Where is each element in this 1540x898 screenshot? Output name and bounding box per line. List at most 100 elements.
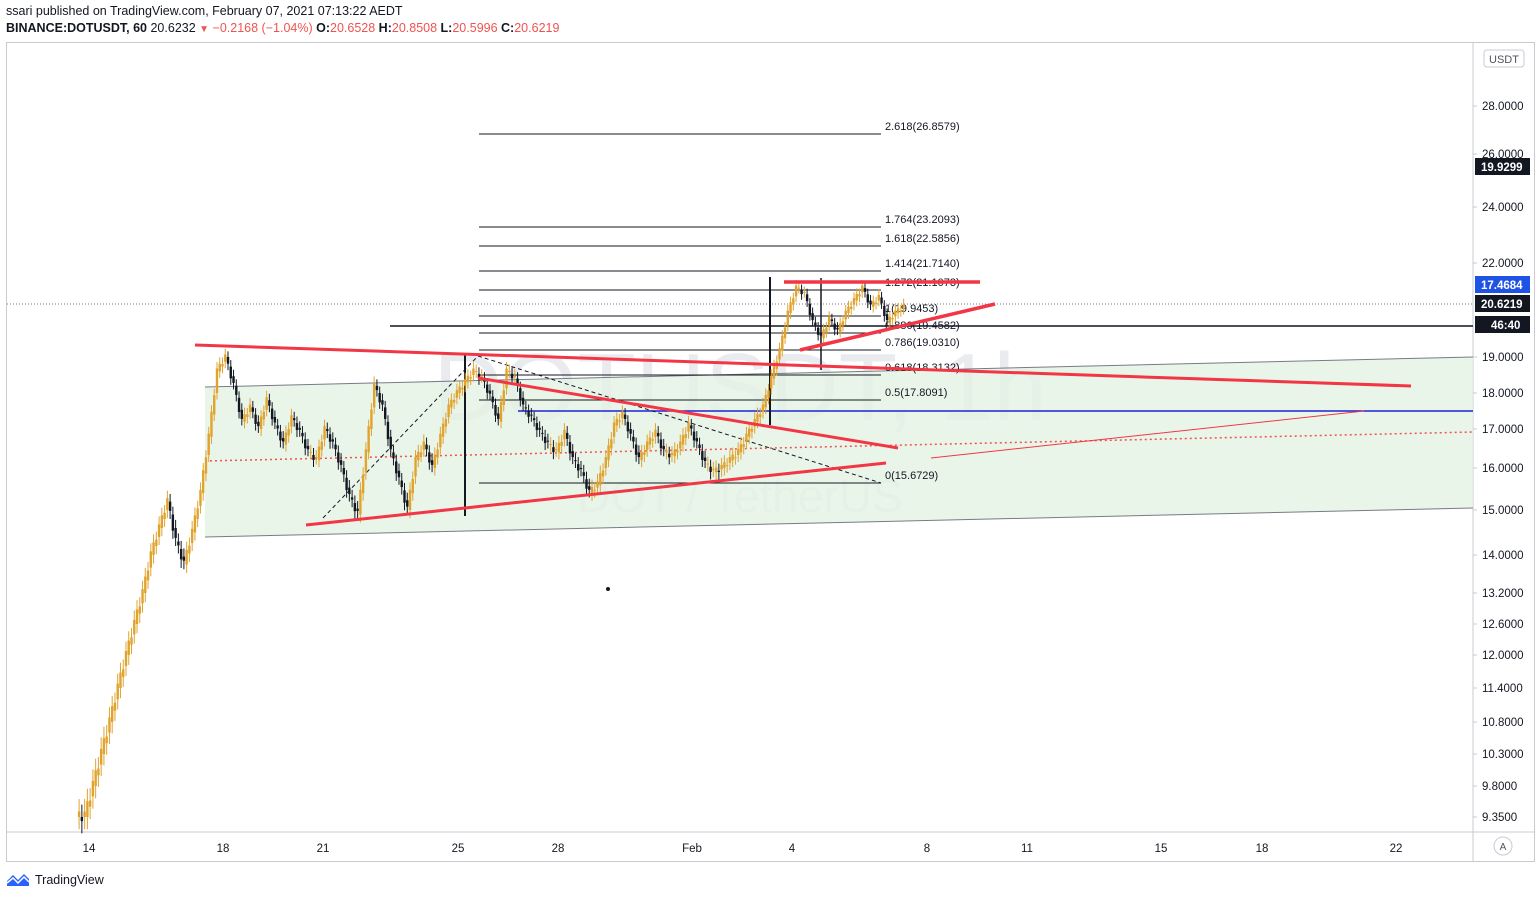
candle-body [521, 397, 525, 405]
candle-body [301, 432, 304, 437]
candle-body [684, 433, 687, 439]
candle-body [706, 463, 710, 465]
candle-body [190, 528, 194, 543]
candle-body [872, 301, 875, 307]
candle-body [618, 420, 621, 422]
candle-body [497, 413, 500, 419]
price-tag-label: 19.9299 [1481, 162, 1523, 174]
candle-body [565, 432, 569, 439]
y-tick-label: 22.0000 [1482, 258, 1524, 270]
candle-body [455, 390, 459, 398]
chart-frame[interactable] [6, 42, 1535, 862]
candle-body [588, 486, 591, 490]
tradingview-logo-icon [6, 874, 30, 886]
candle-body [690, 425, 693, 429]
candle-body [171, 514, 175, 531]
candle-body [725, 465, 729, 467]
candle-body [863, 288, 867, 292]
down-triangle-icon: ▼ [199, 24, 210, 35]
candle-body [400, 480, 403, 488]
candle-body [610, 439, 613, 449]
y-tick-label: 10.3000 [1482, 749, 1524, 761]
candle-body [582, 472, 585, 476]
candle-body [193, 515, 197, 533]
candle-body [430, 460, 434, 465]
candle-body [135, 609, 139, 624]
x-tick-label: 11 [1021, 843, 1033, 855]
red-thin-projection [930, 410, 1365, 459]
candle-body [224, 354, 227, 362]
candle-body [439, 433, 442, 448]
candle-body [270, 408, 274, 420]
candle-body [701, 451, 704, 460]
candle-body [422, 441, 426, 450]
channel-fill [205, 357, 1473, 537]
publisher-line: ssari published on TradingView.com, Febr… [6, 4, 403, 18]
candle-body [353, 503, 357, 512]
candle-body [786, 310, 790, 326]
candle-body [436, 449, 439, 458]
candle-body [554, 449, 558, 451]
candle-body [797, 287, 801, 289]
candle-body [819, 332, 823, 336]
price-tag-label: 17.4684 [1481, 280, 1523, 292]
x-tick-label: 25 [452, 843, 465, 855]
close-value: 20.6219 [514, 21, 560, 35]
candle-body [643, 452, 646, 455]
y-tick-label: 17.0000 [1482, 424, 1524, 436]
price-tag-box [1475, 276, 1530, 293]
candle-body [168, 501, 172, 511]
candle-body [383, 407, 387, 419]
candle-body [717, 470, 721, 472]
y-tick-label: 13.2000 [1482, 588, 1524, 600]
candle-body [119, 672, 122, 688]
candle-body [866, 294, 869, 303]
candle-body [466, 375, 470, 383]
high-label: H: [378, 21, 392, 35]
candle-body [720, 464, 723, 470]
candle-body [510, 373, 514, 379]
symbol-ohlc-line: BINANCE:DOTUSDT, 60 20.6232 ▼ −0.2168 (−… [6, 20, 1206, 38]
y-tick-label: 19.0000 [1482, 352, 1524, 364]
candle-body [411, 478, 414, 494]
candle-body [568, 442, 572, 454]
candle-body [350, 497, 354, 500]
candle-body [891, 318, 894, 320]
candle-body [179, 549, 183, 560]
candle-body [654, 429, 657, 437]
candle-body [124, 650, 128, 666]
candle-body [659, 439, 663, 449]
candle-body [673, 449, 676, 457]
candle-body [513, 375, 517, 377]
x-tick-label: 21 [317, 843, 330, 855]
candle-body [792, 298, 795, 305]
candle-body [188, 545, 191, 554]
y-tick-label: 24.0000 [1482, 202, 1524, 214]
y-tick-label: 12.0000 [1482, 650, 1524, 662]
candle-body [337, 452, 340, 463]
brand-label[interactable]: TradingView [35, 873, 104, 887]
candle-body [201, 470, 205, 494]
currency-label: USDT [1489, 54, 1519, 66]
candle-body [102, 738, 106, 754]
candle-body [847, 306, 850, 314]
candle-body [577, 464, 580, 471]
channel-upper-line [204, 356, 1474, 388]
candle-body [896, 308, 900, 314]
candle-body [196, 508, 199, 519]
candle-body [386, 421, 390, 440]
candle-body [110, 706, 114, 722]
y-tick-label: 15.0000 [1482, 505, 1524, 517]
candle-body [759, 414, 762, 417]
y-tick-label: 9.8000 [1482, 781, 1517, 793]
candle-body [593, 490, 596, 492]
candle-body [309, 451, 312, 453]
candle-body [108, 717, 111, 733]
y-tick-label: 18.0000 [1482, 388, 1524, 400]
candle-body [499, 402, 503, 422]
candle-body [731, 454, 734, 461]
candle-body [761, 404, 765, 413]
candle-body [199, 489, 202, 506]
candle-body [182, 556, 186, 561]
